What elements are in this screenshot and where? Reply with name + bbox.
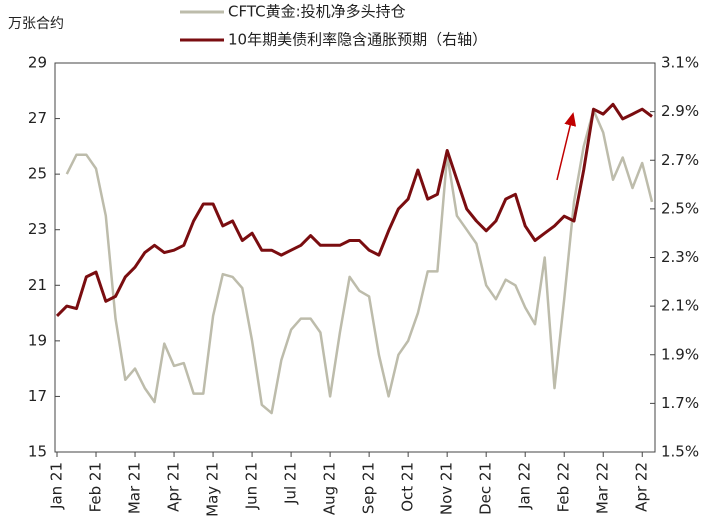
y2-tick-label: 2.3%: [661, 248, 699, 266]
y2-tick-label: 2.9%: [661, 102, 699, 120]
x-tick-label: Oct 21: [399, 462, 417, 512]
x-tick-label: Feb 22: [555, 462, 573, 512]
x-tick-label: May 21: [204, 462, 222, 517]
series-line: [55, 102, 653, 317]
x-tick-label: Jan 21: [48, 462, 66, 510]
x-tick-label: Jun 21: [243, 462, 261, 510]
y-tick-label: 21: [28, 276, 47, 294]
y-tick-label: 27: [28, 109, 47, 127]
y-tick-label: 15: [28, 443, 47, 461]
y2-tick-label: 2.1%: [661, 297, 699, 315]
y2-tick-label: 2.7%: [661, 151, 699, 169]
x-tick-label: Apr 21: [165, 462, 183, 512]
legend-label: 10年期美债利率隐含通胀预期（右轴）: [228, 31, 487, 49]
y2-tick-label: 3.1%: [661, 54, 699, 72]
y2-tick-label: 1.7%: [661, 394, 699, 412]
trend-arrow: [556, 112, 577, 181]
legend-label: CFTC黄金:投机净多头持仓: [228, 3, 406, 21]
x-tick-label: Dec 21: [477, 462, 495, 515]
x-tick-label: Jan 22: [516, 462, 534, 510]
y2-tick-label: 1.5%: [661, 443, 699, 461]
series-line: [65, 108, 654, 415]
x-tick-label: Jul 21: [282, 462, 300, 505]
y-tick-label: 29: [28, 54, 47, 72]
y-tick-label: 25: [28, 165, 47, 183]
y2-tick-label: 1.9%: [661, 345, 699, 363]
y-tick-label: 23: [28, 220, 47, 238]
x-tick-label: Feb 21: [87, 462, 105, 512]
y2-tick-label: 2.5%: [661, 199, 699, 217]
y-axis-label: 万张合约: [8, 16, 64, 32]
x-tick-label: Apr 22: [633, 462, 651, 512]
y-tick-label: 19: [28, 331, 47, 349]
x-tick-label: Aug 21: [321, 462, 339, 515]
x-tick-label: Nov 21: [438, 462, 456, 515]
x-tick-label: Mar 22: [594, 462, 612, 514]
y-tick-label: 17: [28, 387, 47, 405]
x-tick-label: Mar 21: [126, 462, 144, 514]
x-tick-label: Sep 21: [360, 462, 378, 514]
plot-frame: [54, 62, 656, 453]
